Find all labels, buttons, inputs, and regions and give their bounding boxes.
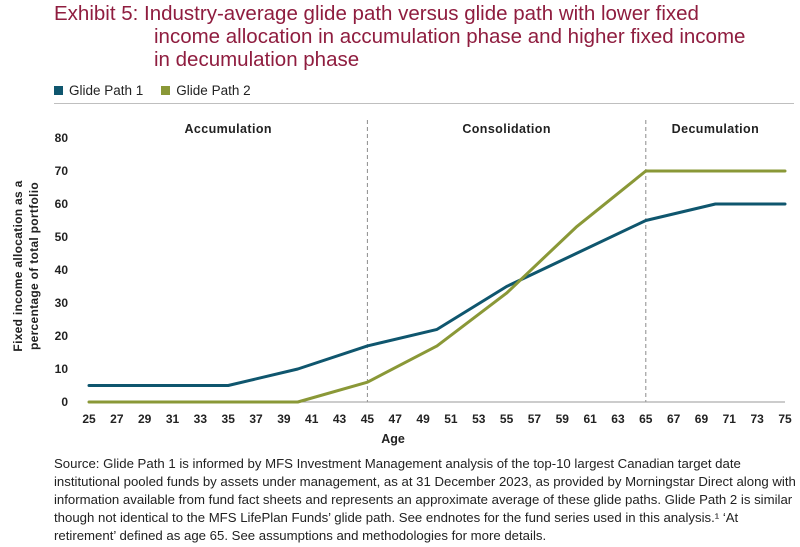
phase-label-decumulation: Decumulation [672,122,759,136]
legend-item-glide-path-1: Glide Path 1 [54,83,143,98]
x-tick-label-31: 31 [166,412,180,426]
title-line-2: income allocation in accumulation phase … [154,25,746,48]
x-tick-label-53: 53 [472,412,486,426]
chart-legend: Glide Path 1 Glide Path 2 [54,83,794,104]
legend-swatch-glide-path-1 [54,86,63,95]
x-tick-label-37: 37 [249,412,263,426]
x-tick-label-51: 51 [444,412,458,426]
y-tick-label-40: 40 [55,263,69,277]
y-tick-label-10: 10 [55,362,69,376]
y-tick-label-80: 80 [55,131,69,145]
x-tick-label-63: 63 [611,412,625,426]
x-tick-label-35: 35 [222,412,236,426]
y-tick-label-60: 60 [55,197,69,211]
x-tick-label-71: 71 [723,412,737,426]
legend-swatch-glide-path-2 [161,86,171,95]
legend-item-glide-path-2: Glide Path 2 [161,83,251,98]
x-tick-label-57: 57 [528,412,542,426]
x-tick-label-55: 55 [500,412,514,426]
glide-path-chart: Accumulation Consolidation Decumulation 0 10… [11,120,792,446]
x-tick-label-33: 33 [194,412,208,426]
x-tick-label-67: 67 [667,412,681,426]
y-tick-label-30: 30 [55,296,69,310]
x-tick-label-47: 47 [389,412,403,426]
legend-label-glide-path-1: Glide Path 1 [69,83,144,98]
x-tick-label-73: 73 [750,412,764,426]
title-line-1: Exhibit 5: Industry-average glide path v… [54,2,699,25]
phase-label-consolidation: Consolidation [462,122,551,136]
legend-separator [54,103,794,104]
title-line-3: in decumulation phase [154,48,360,71]
phase-label-accumulation: Accumulation [184,122,271,136]
x-axis-label: Age [381,432,405,446]
x-tick-label-69: 69 [695,412,709,426]
source-text: Source: Glide Path 1 is informed by MFS … [54,456,796,543]
x-tick-label-59: 59 [556,412,570,426]
series-line-glide-path-1 [87,202,787,387]
legend-label-glide-path-2: Glide Path 2 [176,83,251,98]
y-axis-label-line-2: percentage of total portfolio [27,182,41,350]
x-tick-label-43: 43 [333,412,347,426]
source-note: Source: Glide Path 1 is informed by MFS … [54,455,799,545]
x-tick-label-75: 75 [778,412,792,426]
x-tick-label-39: 39 [277,412,291,426]
x-tick-label-61: 61 [583,412,597,426]
x-tick-label-27: 27 [110,412,124,426]
y-axis-label-line-1: Fixed income allocation as a [11,180,25,351]
x-tick-label-45: 45 [361,412,375,426]
y-tick-label-50: 50 [55,230,69,244]
y-tick-label-70: 70 [55,164,69,178]
x-tick-label-49: 49 [416,412,430,426]
chart-title: Exhibit 5: Industry-average glide path v… [54,2,794,71]
x-tick-label-41: 41 [305,412,319,426]
y-tick-label-20: 20 [55,329,69,343]
y-tick-label-0: 0 [61,395,68,409]
series-line-glide-path-2 [87,169,787,404]
x-tick-label-25: 25 [82,412,96,426]
x-tick-label-29: 29 [138,412,152,426]
x-tick-label-65: 65 [639,412,653,426]
